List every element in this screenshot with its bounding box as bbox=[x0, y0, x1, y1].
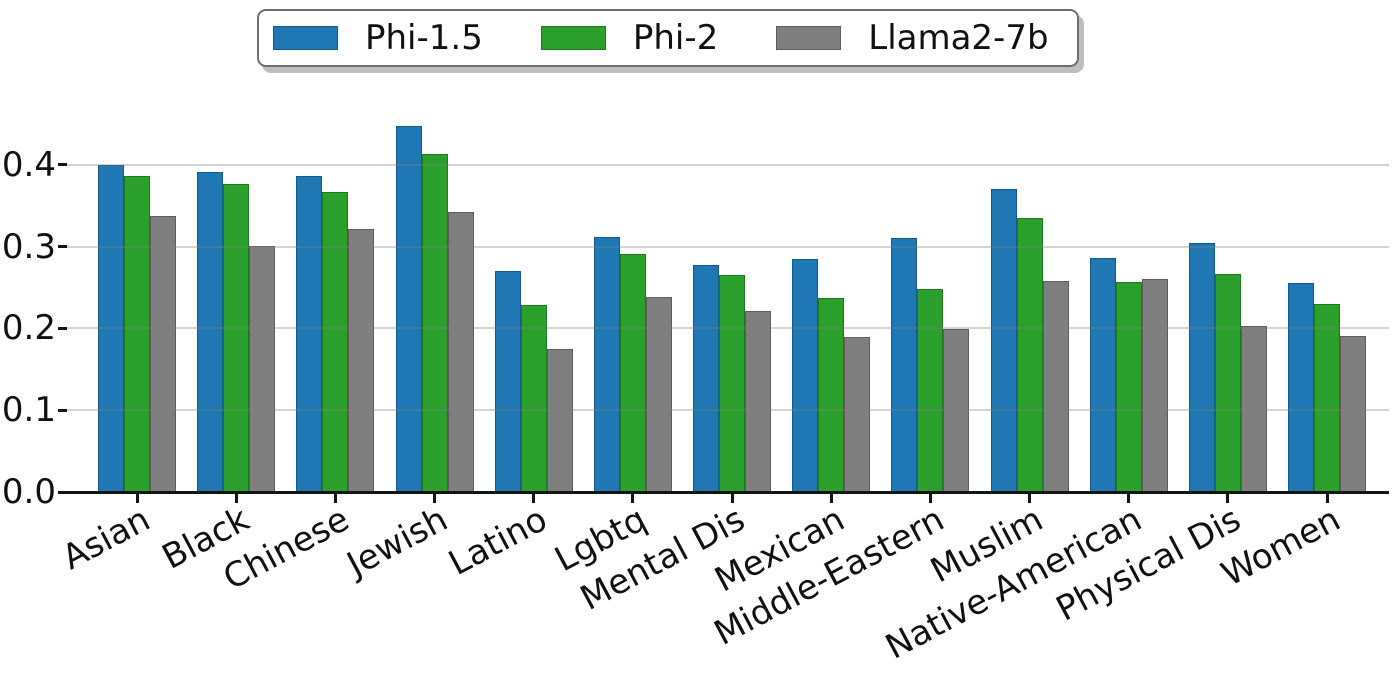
y-tick-label: 0.0 bbox=[1, 472, 56, 512]
y-tick-mark-0.1 bbox=[58, 408, 67, 412]
bar-phi-1-5-lgbtq bbox=[593, 236, 620, 492]
bar-llama2-7b-physical-dis bbox=[1240, 325, 1267, 492]
bar-llama2-7b-native-american bbox=[1141, 278, 1168, 492]
bar-phi-2-latino bbox=[520, 305, 547, 492]
y-tick-mark-0.4 bbox=[58, 163, 67, 167]
bar-phi-2-native-american bbox=[1115, 281, 1142, 492]
bar-llama2-7b-women bbox=[1340, 335, 1367, 492]
bar-phi-1-5-women bbox=[1288, 282, 1315, 492]
legend-swatch-phi-1-5 bbox=[273, 26, 338, 50]
bar-llama2-7b-muslim bbox=[1042, 280, 1069, 492]
y-tick-mark-0.0 bbox=[58, 490, 67, 494]
legend-swatch-phi-2 bbox=[540, 26, 606, 50]
bar-phi-1-5-middle-eastern bbox=[891, 238, 918, 492]
legend-item-llama2-7b: Llama2-7b bbox=[776, 18, 1049, 58]
bar-phi-2-mental-dis bbox=[719, 275, 746, 492]
gridline-0.3 bbox=[67, 245, 1389, 248]
x-tick-mark-native-american bbox=[1127, 493, 1131, 503]
x-tick-mark-black bbox=[234, 493, 238, 503]
y-tick-mark-0.2 bbox=[58, 326, 67, 330]
bar-llama2-7b-mental-dis bbox=[745, 311, 772, 492]
y-tick-label: 0.2 bbox=[1, 308, 56, 349]
bar-llama2-7b-mexican bbox=[844, 337, 871, 492]
bar-llama2-7b-black bbox=[249, 245, 276, 492]
legend-label: Phi-1.5 bbox=[365, 18, 483, 58]
x-tick-mark-mental-dis bbox=[730, 493, 734, 503]
bar-phi-1-5-asian bbox=[98, 164, 124, 492]
x-tick-mark-middle-eastern bbox=[928, 493, 932, 503]
x-tick-mark-physical-dis bbox=[1226, 493, 1230, 503]
gridline-0.2 bbox=[67, 327, 1389, 330]
bar-phi-2-lgbtq bbox=[619, 253, 646, 492]
x-tick-label-asian: Asian bbox=[56, 499, 157, 579]
bar-phi-2-black bbox=[223, 184, 250, 492]
x-tick-mark-women bbox=[1325, 493, 1329, 503]
x-tick-mark-lgbtq bbox=[631, 493, 635, 503]
gridline-0.1 bbox=[67, 409, 1389, 412]
bar-llama2-7b-middle-eastern bbox=[943, 329, 970, 492]
x-tick-mark-muslim bbox=[1028, 493, 1032, 503]
legend-item-phi-1-5: Phi-1.5 bbox=[273, 21, 483, 55]
bar-phi-2-muslim bbox=[1016, 217, 1043, 492]
y-tick-label: 0.4 bbox=[1, 144, 56, 185]
x-tick-mark-jewish bbox=[433, 493, 436, 503]
bar-phi-2-middle-eastern bbox=[917, 289, 944, 492]
y-tick-label: 0.3 bbox=[1, 226, 56, 267]
bar-phi-1-5-muslim bbox=[990, 189, 1017, 492]
y-tick-mark-0.3 bbox=[58, 245, 67, 249]
y-tick-label: 0.1 bbox=[1, 390, 56, 431]
bar-phi-2-jewish bbox=[421, 154, 448, 492]
legend-label: Llama2-7b bbox=[868, 18, 1049, 58]
x-tick-mark-asian bbox=[135, 493, 139, 503]
legend-label: Phi-2 bbox=[632, 18, 719, 58]
bar-phi-1-5-mental-dis bbox=[693, 264, 720, 492]
bar-llama2-7b-chinese bbox=[348, 228, 375, 492]
bar-phi-1-5-jewish bbox=[395, 126, 422, 492]
bar-phi-1-5-chinese bbox=[296, 176, 323, 492]
bar-llama2-7b-latino bbox=[546, 348, 573, 492]
bar-phi-1-5-native-american bbox=[1089, 258, 1116, 492]
legend: Phi-1.5 Phi-2 Llama2-7b bbox=[257, 9, 1079, 67]
x-tick-mark-chinese bbox=[333, 493, 337, 503]
x-tick-label-latino: Latino bbox=[442, 499, 554, 584]
bar-llama2-7b-lgbtq bbox=[645, 297, 672, 492]
x-tick-mark-latino bbox=[532, 493, 536, 503]
bar-phi-1-5-physical-dis bbox=[1188, 243, 1215, 492]
bar-phi-1-5-latino bbox=[494, 271, 521, 492]
bar-llama2-7b-asian bbox=[150, 215, 176, 492]
legend-item-phi-2: Phi-2 bbox=[540, 18, 719, 58]
bar-phi-1-5-black bbox=[197, 172, 224, 492]
bar-phi-2-mexican bbox=[818, 298, 845, 492]
bar-llama2-7b-jewish bbox=[447, 212, 474, 492]
bar-phi-2-physical-dis bbox=[1214, 273, 1241, 492]
x-axis-line bbox=[67, 490, 1389, 494]
x-tick-label-jewish: Jewish bbox=[340, 499, 455, 586]
x-tick-mark-mexican bbox=[829, 493, 833, 503]
bar-phi-2-chinese bbox=[322, 191, 349, 492]
bar-phi-2-asian bbox=[124, 176, 150, 492]
bar-phi-2-women bbox=[1314, 303, 1341, 492]
legend-swatch-llama2-7b bbox=[776, 26, 842, 50]
gridline-0.4 bbox=[67, 163, 1389, 166]
bar-phi-1-5-mexican bbox=[792, 258, 819, 492]
